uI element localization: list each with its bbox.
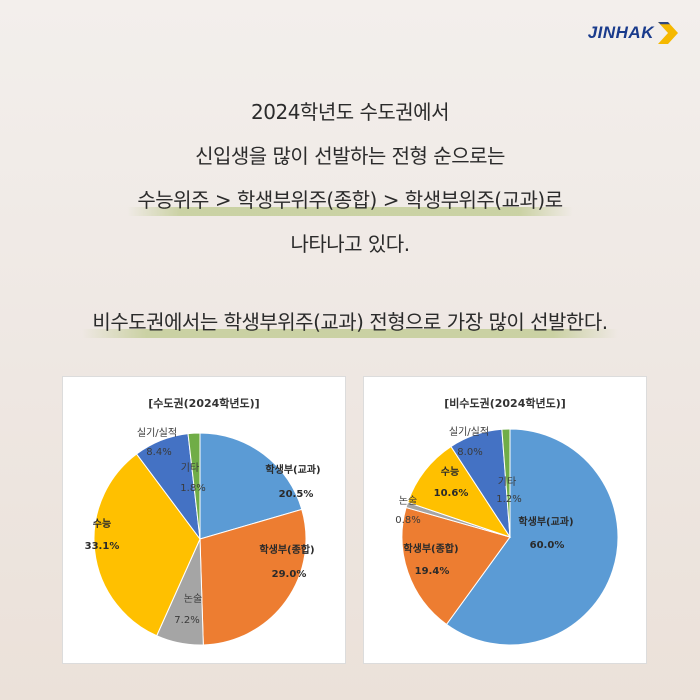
chart-title: [비수도권(2024학년도)] [444, 397, 566, 410]
slice-value-label: 0.8% [395, 515, 420, 526]
headline-line-2: 신입생을 많이 선발하는 전형 순으로는 [195, 144, 505, 168]
slice-value-label: 10.6% [434, 488, 469, 499]
slice-value-label: 8.4% [146, 447, 171, 458]
pie-slice [445, 428, 619, 646]
slice-label: 논술 [184, 593, 202, 605]
slice-label: 수능 [441, 466, 459, 478]
chart-title: [수도권(2024학년도)] [148, 397, 260, 410]
slice-value-label: 60.0% [530, 540, 565, 551]
chevron-logo-icon [658, 22, 678, 44]
headline-line-3: 수능위주 > 학생부위주(종합) > 학생부위주(교과)로 [127, 178, 573, 222]
slice-label: 학생부(교과) [518, 515, 573, 528]
slice-value-label: 29.0% [272, 569, 307, 580]
pie-slice [407, 445, 512, 538]
pie-chart-non-metropolitan: 학생부(교과) 60.0% 학생부(종합) 19.4% 논술 0.8% 수능 10.6% 실기/… [395, 426, 619, 646]
pie-slice [199, 508, 307, 646]
headline-line-1: 2024학년도 수도권에서 [251, 100, 449, 124]
slice-value-label: 8.0% [457, 447, 482, 458]
slice-value-label: 33.1% [85, 541, 120, 552]
slice-value-label: 1.8% [180, 483, 205, 494]
slice-label: 학생부(교과) [265, 463, 320, 476]
slice-value-label: 1.2% [496, 494, 521, 505]
brand-logo: JINHAK [588, 20, 680, 46]
pie-slice [187, 432, 201, 540]
pie-slice [93, 453, 201, 637]
slice-label: 학생부(종합) [403, 542, 458, 555]
pie-slice [401, 506, 511, 626]
pie-slice [199, 432, 303, 540]
brand-name: JINHAK [587, 23, 654, 42]
slice-label: 기타 [498, 476, 516, 488]
slice-label: 실기/실적 [137, 427, 177, 439]
slice-value-label: 19.4% [415, 566, 450, 577]
headline: 2024학년도 수도권에서 신입생을 많이 선발하는 전형 순으로는 수능위주 … [0, 90, 700, 344]
headline-line-5: 비수도권에서는 학생부위주(교과) 전형으로 가장 많이 선발한다. [82, 300, 618, 344]
slice-label: 기타 [181, 462, 199, 474]
slice-label: 실기/실적 [449, 426, 489, 438]
slice-value-label: 20.5% [279, 489, 314, 500]
pie-slice [501, 428, 511, 538]
pie-chart-metropolitan: 학생부(교과) 20.5% 학생부(종합) 29.0% 논술 7.2% 수능 33.1% 실기/… [85, 427, 321, 646]
headline-line-4: 나타나고 있다. [290, 232, 410, 256]
slice-label: 논술 [399, 495, 417, 507]
slice-label: 학생부(종합) [259, 543, 314, 556]
slice-value-label: 7.2% [174, 615, 199, 626]
slice-label: 수능 [93, 518, 111, 530]
chart-card-non-metropolitan: [비수도권(2024학년도)] 학생부(교과) 60.0% 학생부(종합) 19.4%… [363, 376, 647, 664]
chart-card-metropolitan: [수도권(2024학년도)] 학생부(교과) 20.5% 학생부(종합) 29.0% 논… [62, 376, 346, 664]
